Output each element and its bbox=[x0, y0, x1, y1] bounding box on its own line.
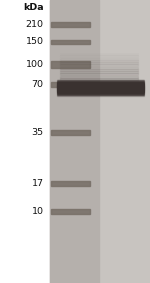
Bar bbox=[60, 58, 138, 60]
Bar bbox=[50, 0, 99, 283]
Bar bbox=[60, 60, 138, 62]
Bar bbox=[51, 82, 90, 87]
Bar bbox=[60, 74, 138, 76]
Bar bbox=[60, 55, 138, 57]
Bar bbox=[51, 130, 90, 135]
Bar bbox=[0, 0, 50, 283]
Text: 70: 70 bbox=[32, 80, 44, 89]
Text: 10: 10 bbox=[32, 207, 44, 216]
Bar bbox=[60, 67, 138, 69]
Bar bbox=[51, 22, 90, 27]
Bar bbox=[50, 0, 150, 283]
Bar bbox=[51, 181, 90, 186]
Text: 150: 150 bbox=[26, 37, 44, 46]
Text: kDa: kDa bbox=[23, 3, 44, 12]
Bar bbox=[60, 65, 138, 67]
Bar bbox=[60, 78, 138, 80]
Text: 210: 210 bbox=[26, 20, 44, 29]
Bar bbox=[60, 69, 138, 71]
Text: 17: 17 bbox=[32, 179, 44, 188]
Bar bbox=[60, 53, 138, 55]
Bar bbox=[51, 61, 90, 68]
Text: 35: 35 bbox=[31, 128, 44, 137]
Bar bbox=[60, 76, 138, 78]
Bar bbox=[60, 71, 138, 73]
Text: 100: 100 bbox=[26, 60, 44, 69]
Bar bbox=[51, 209, 90, 214]
Bar bbox=[60, 62, 138, 64]
Bar bbox=[51, 40, 90, 44]
